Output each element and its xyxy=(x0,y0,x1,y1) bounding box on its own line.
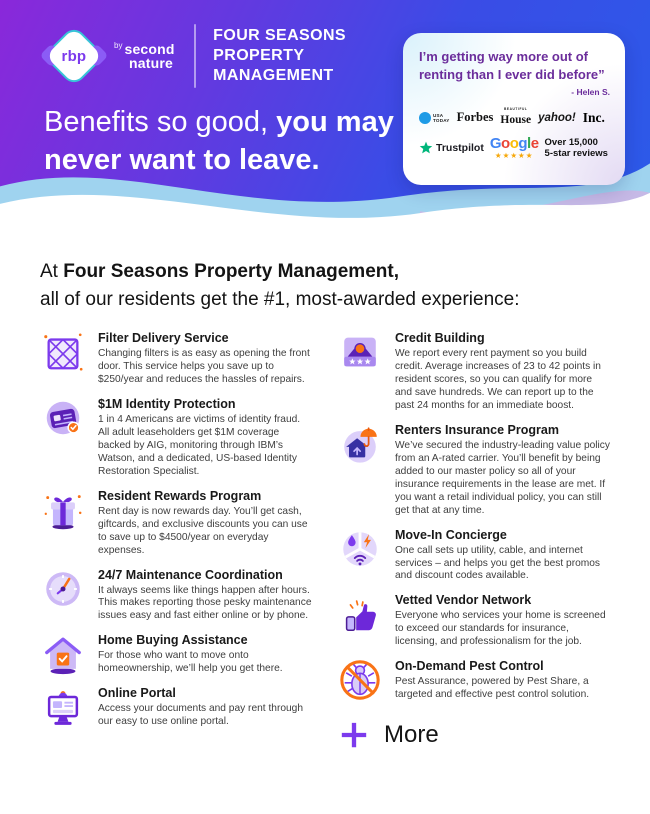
headline-bold: you may never want to leave. xyxy=(44,106,394,176)
medal-stars-icon xyxy=(337,329,383,413)
trustpilot-logo: Trustpilot xyxy=(419,141,484,155)
benefit-item-maintenance: 24/7 Maintenance Coordination It always … xyxy=(40,566,313,624)
benefit-item-online-portal: Online Portal Access your documents and … xyxy=(40,684,313,729)
benefit-item-filter-delivery: Filter Delivery Service Changing filters… xyxy=(40,329,313,387)
intro-line2: all of our residents get the #1, most-aw… xyxy=(40,288,520,310)
vertical-divider xyxy=(193,24,197,88)
benefit-item-home-buying: Home Buying Assistance For those who wan… xyxy=(40,631,313,676)
benefit-title: Resident Rewards Program xyxy=(98,488,262,503)
benefit-desc: Everyone who services your home is scree… xyxy=(395,610,606,648)
benefit-item-pest-control: On-Demand Pest Control Pest Assurance, p… xyxy=(337,657,610,702)
header-brand-row: rbp by second nature FOUR SEASONS PROPERT… xyxy=(39,24,346,88)
monitor-icon xyxy=(40,684,86,729)
benefits-column-left: Filter Delivery Service Changing filters… xyxy=(40,329,313,750)
company-line: MANAGEMENT xyxy=(213,67,334,84)
intro-heading: At Four Seasons Property Management, all… xyxy=(40,258,610,313)
ratings-row: Trustpilot Google ★★★★★ Over 15,000 5-sta… xyxy=(419,136,610,160)
benefit-title: Credit Building xyxy=(395,331,485,346)
benefits-column-right: Credit Building We report every rent pay… xyxy=(337,329,610,750)
id-card-check-icon xyxy=(40,395,86,479)
company-line: PROPERTY xyxy=(213,47,305,64)
company-line: FOUR SEASONS xyxy=(213,27,346,44)
benefit-title: On-Demand Pest Control xyxy=(395,659,544,674)
testimonial-attribution: - Helen S. xyxy=(571,87,610,98)
usa-today-circle-icon xyxy=(419,111,431,124)
benefit-item-move-in-concierge: Move-In Concierge One call sets up utili… xyxy=(337,526,610,584)
second-label: second xyxy=(124,40,175,57)
forbes-logo: Forbes xyxy=(456,110,494,125)
rbp-logo: rbp xyxy=(39,24,109,88)
logo-rbp-text: rbp xyxy=(61,47,87,65)
wave-decoration xyxy=(0,163,650,237)
benefit-desc: One call sets up utility, cable, and int… xyxy=(395,544,600,582)
benefit-title: Online Portal xyxy=(98,686,176,701)
benefit-item-identity-protection: $1M Identity Protection 1 in 4 Americans… xyxy=(40,395,313,479)
press-logos-row: USA TODAY Forbes BEAUTIFUL House yahoo! I… xyxy=(419,107,610,127)
usa-today-logo: USA TODAY xyxy=(419,111,450,124)
benefit-item-renters-insurance: Renters Insurance Program We’ve secured … xyxy=(337,421,610,518)
more-label: More xyxy=(384,721,439,749)
benefit-desc: Rent day is now rewards day. You’ll get … xyxy=(98,505,308,556)
house-check-icon xyxy=(40,631,86,676)
logo-face: rbp xyxy=(45,27,103,85)
benefit-desc: Changing filters is as easy as opening t… xyxy=(98,348,310,385)
google-logo: Google ★★★★★ xyxy=(490,136,539,160)
trustpilot-star-icon xyxy=(419,141,433,154)
benefits-grid: Filter Delivery Service Changing filters… xyxy=(40,329,610,750)
benefit-desc: 1 in 4 Americans are victims of identity… xyxy=(98,413,301,477)
benefit-title: Move-In Concierge xyxy=(395,527,507,542)
headline-light: Benefits so good, xyxy=(44,106,269,138)
plus-icon xyxy=(341,723,367,748)
benefit-item-credit-building: Credit Building We report every rent pay… xyxy=(337,329,610,413)
gift-icon xyxy=(40,487,86,558)
headline: Benefits so good, you may never want to … xyxy=(44,104,424,179)
more-row: More xyxy=(337,720,610,750)
utilities-wheel-icon xyxy=(337,526,383,584)
benefit-desc: It always seems like things happen after… xyxy=(98,584,312,622)
bug-no-icon xyxy=(337,657,383,702)
usa-today-text: USA TODAY xyxy=(433,112,450,123)
by-label: by xyxy=(114,40,123,50)
benefit-desc: We’ve secured the industry-leading value… xyxy=(395,439,610,516)
benefit-item-resident-rewards: Resident Rewards Program Rent day is now… xyxy=(40,487,313,558)
nature-label: nature xyxy=(129,54,173,71)
intro-line1: At Four Seasons Property Management, xyxy=(40,261,399,282)
testimonial-card: I’m getting way more out of renting than… xyxy=(403,33,625,185)
five-stars-icon: ★★★★★ xyxy=(494,151,534,161)
yahoo-logo: yahoo! xyxy=(538,111,576,124)
benefit-title: Home Buying Assistance xyxy=(98,633,248,648)
air-filter-icon xyxy=(40,329,86,387)
google-wordmark: Google xyxy=(489,135,539,153)
header-banner: rbp by second nature FOUR SEASONS PROPERT… xyxy=(0,0,650,237)
clock-icon xyxy=(40,566,86,624)
inc-logo: Inc. xyxy=(582,109,605,125)
benefit-desc: Access your documents and pay rent throu… xyxy=(98,703,303,728)
company-name: FOUR SEASONS PROPERTY MANAGEMENT xyxy=(213,26,346,86)
second-nature-wordmark: by second nature xyxy=(114,40,175,71)
benefit-title: Vetted Vendor Network xyxy=(395,593,532,608)
benefit-desc: We report every rent payment so you buil… xyxy=(395,348,601,411)
house-beautiful-logo: BEAUTIFUL House xyxy=(500,107,532,127)
testimonial-quote: I’m getting way more out of renting than… xyxy=(419,49,605,82)
review-count: Over 15,000 5-star reviews xyxy=(544,136,608,160)
house-umbrella-icon xyxy=(337,421,383,518)
benefit-title: 24/7 Maintenance Coordination xyxy=(98,567,283,582)
thumbs-up-icon xyxy=(337,591,383,649)
benefit-desc: Pest Assurance, powered by Pest Share, a… xyxy=(395,676,590,701)
benefit-item-vetted-vendor: Vetted Vendor Network Everyone who servi… xyxy=(337,591,610,649)
benefit-title: Filter Delivery Service xyxy=(98,331,229,346)
benefit-title: $1M Identity Protection xyxy=(98,396,236,411)
benefit-desc: For those who want to move onto homeowne… xyxy=(98,650,283,675)
benefit-title: Renters Insurance Program xyxy=(395,422,559,437)
